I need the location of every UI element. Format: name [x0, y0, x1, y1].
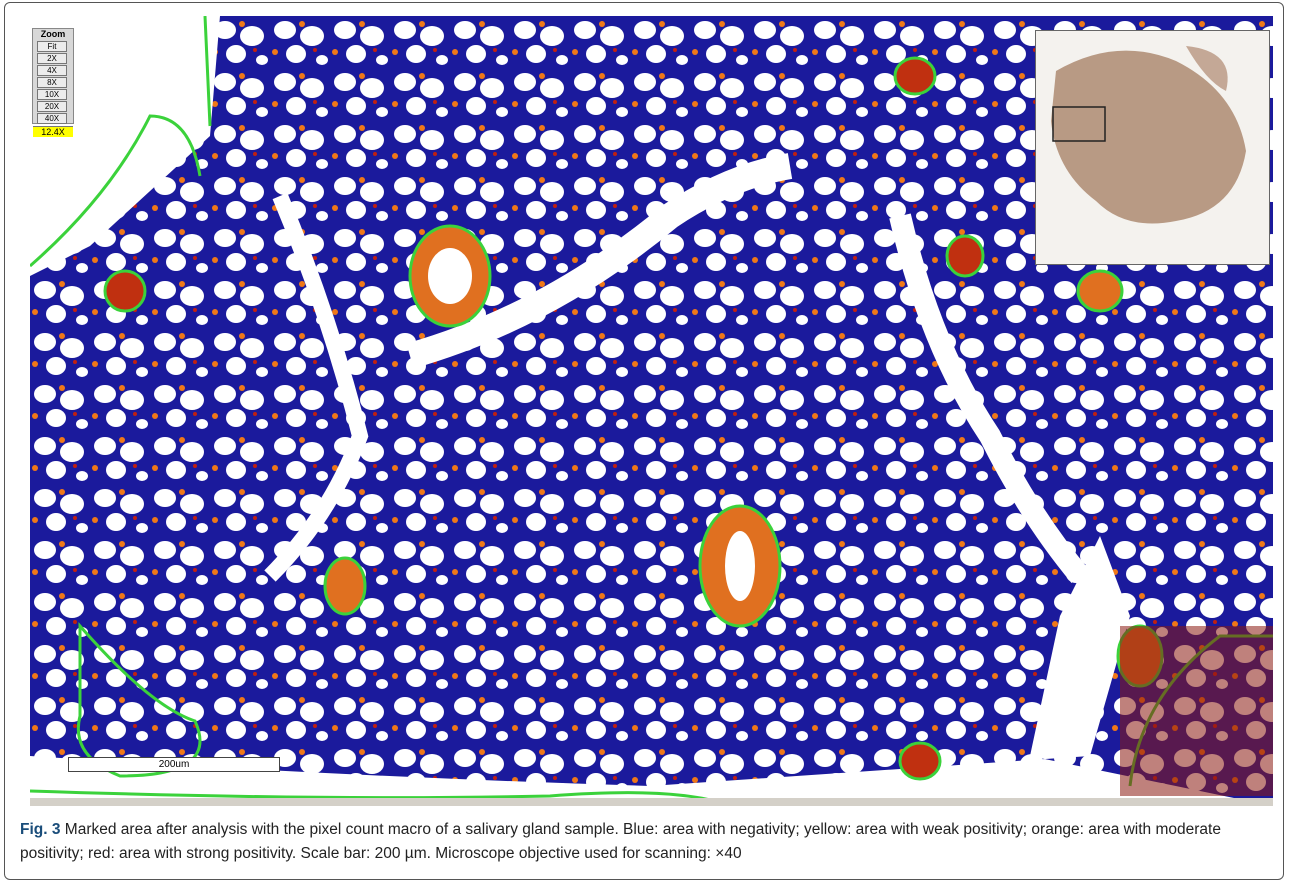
zoom-button[interactable]: 8X	[37, 77, 67, 88]
caption-text: Marked area after analysis with the pixe…	[20, 821, 1221, 862]
zoom-panel: Zoom Fit 2X 4X 8X 10X 20X 40X 12.4X	[32, 28, 74, 137]
zoom-button[interactable]: 2X	[37, 53, 67, 64]
zoom-button[interactable]: 20X	[37, 101, 67, 112]
micrograph	[30, 16, 1273, 806]
scale-bar: 200um	[68, 757, 280, 772]
overview-thumbnail	[1035, 30, 1270, 265]
figure-frame	[4, 2, 1284, 880]
zoom-current: 12.4X	[33, 126, 73, 137]
caption: Fig. 3 Marked area after analysis with t…	[20, 818, 1270, 866]
zoom-button[interactable]: 4X	[37, 65, 67, 76]
zoom-buttons: Fit 2X 4X 8X 10X 20X 40X	[33, 41, 73, 124]
zoom-button[interactable]: 10X	[37, 89, 67, 100]
caption-label: Fig. 3	[20, 821, 61, 838]
zoom-button[interactable]: Fit	[37, 41, 67, 52]
zoom-title: Zoom	[40, 29, 66, 39]
thumbnail-image	[1051, 46, 1246, 224]
zoom-button[interactable]: 40X	[37, 113, 67, 124]
